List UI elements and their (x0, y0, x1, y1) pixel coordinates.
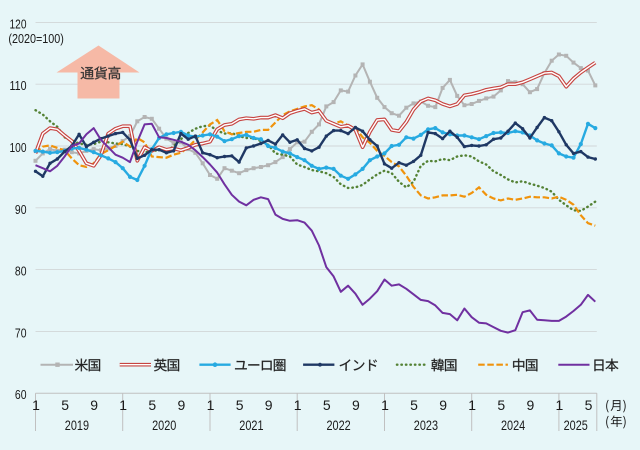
svg-text:5: 5 (323, 397, 331, 413)
svg-text:80: 80 (15, 265, 27, 279)
svg-text:9: 9 (265, 397, 273, 413)
svg-text:1: 1 (32, 397, 40, 413)
svg-text:1: 1 (556, 397, 564, 413)
svg-text:2019: 2019 (65, 417, 89, 433)
svg-text:110: 110 (10, 79, 27, 93)
svg-text:5: 5 (497, 397, 505, 413)
svg-text:5: 5 (236, 397, 244, 413)
svg-text:9: 9 (439, 397, 447, 413)
svg-text:9: 9 (352, 397, 360, 413)
svg-text:2025: 2025 (564, 417, 588, 433)
svg-text:5: 5 (148, 397, 156, 413)
svg-text:70: 70 (15, 326, 27, 340)
svg-text:100: 100 (10, 141, 27, 155)
svg-text:1: 1 (207, 397, 215, 413)
svg-text:5: 5 (585, 397, 593, 413)
svg-text:9: 9 (178, 397, 186, 413)
svg-text:2020: 2020 (152, 417, 176, 433)
svg-text:2023: 2023 (414, 417, 438, 433)
svg-text:1: 1 (294, 397, 302, 413)
svg-text:(2020=100): (2020=100) (8, 32, 64, 46)
svg-text:90: 90 (15, 203, 27, 217)
svg-text:9: 9 (527, 397, 535, 413)
svg-text:5: 5 (410, 397, 418, 413)
svg-text:2022: 2022 (327, 417, 351, 433)
svg-text:9: 9 (90, 397, 98, 413)
svg-text:1: 1 (119, 397, 127, 413)
svg-text:5: 5 (61, 397, 69, 413)
svg-text:120: 120 (10, 17, 27, 31)
svg-text:60: 60 (15, 388, 27, 402)
svg-text:2024: 2024 (501, 417, 525, 433)
svg-text:1: 1 (381, 397, 389, 413)
svg-text:1: 1 (468, 397, 476, 413)
svg-text:2021: 2021 (239, 417, 263, 433)
